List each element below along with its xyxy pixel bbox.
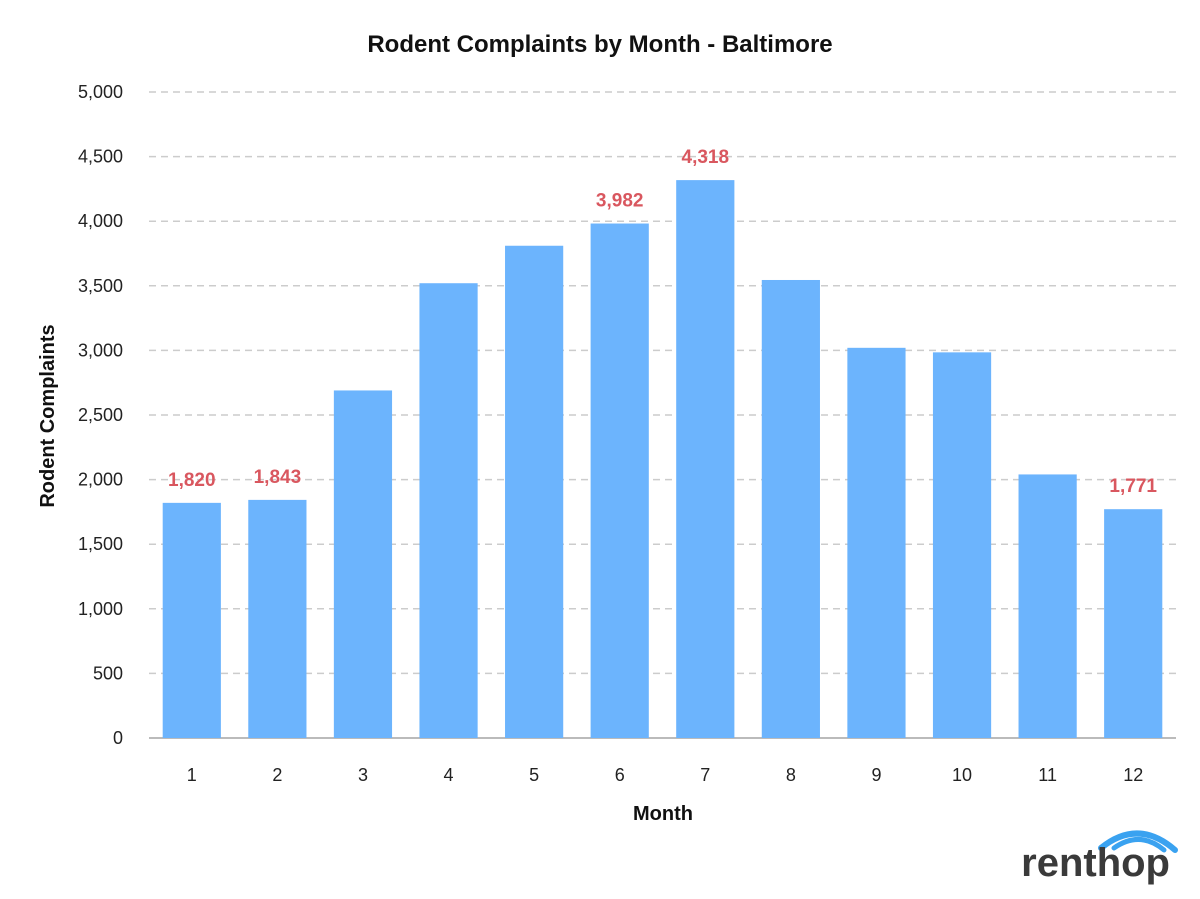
- y-tick-label: 4,000: [78, 211, 123, 231]
- y-tick-label: 500: [93, 663, 123, 683]
- logo-text: renthop: [1021, 841, 1170, 885]
- y-tick-label: 2,500: [78, 405, 123, 425]
- y-axis-ticks: 0 500 1,000 1,500 2,000 2,500 3,000 3,500 4,000 4…: [78, 82, 123, 748]
- logo-arc-inner: [1111, 837, 1167, 853]
- bar-month-7: [676, 180, 735, 739]
- y-tick-label: 2,000: [78, 470, 123, 490]
- bar-month-4: [419, 283, 478, 738]
- y-tick-label: 0: [113, 728, 123, 748]
- data-label-month-1: 1,820: [168, 470, 216, 491]
- data-label-month-12: 1,771: [1109, 476, 1157, 497]
- bar-month-3: [333, 390, 393, 738]
- bar-month-5: [505, 245, 564, 739]
- bars: [162, 180, 1163, 739]
- bar-month-1: [162, 502, 221, 738]
- y-tick-label: 1,000: [78, 599, 123, 619]
- y-tick-label: 3,000: [78, 340, 123, 360]
- data-labels: 1,820 1,843 3,982 4,318 1,771: [168, 147, 1157, 497]
- bar-month-12: [1104, 509, 1163, 738]
- data-label-month-2: 1,843: [254, 467, 302, 488]
- y-tick-label: 1,500: [78, 534, 123, 554]
- x-tick-label: 2: [272, 765, 282, 785]
- x-tick-label: 7: [700, 765, 710, 785]
- y-tick-label: 4,500: [78, 147, 123, 167]
- data-label-month-7: 4,318: [682, 147, 730, 168]
- bar-month-2: [248, 499, 307, 738]
- data-label-month-6: 3,982: [596, 191, 644, 212]
- x-axis-ticks: 1 2 3 4 5 6 7 8 9 10 11 12: [187, 765, 1143, 785]
- gridlines: [149, 91, 1176, 739]
- x-tick-label: 4: [444, 765, 454, 785]
- chart-title: Rodent Complaints by Month - Baltimore: [367, 31, 832, 58]
- x-tick-label: 8: [786, 765, 796, 785]
- x-tick-label: 10: [952, 765, 972, 785]
- bar-month-9: [847, 347, 906, 738]
- x-tick-label: 12: [1123, 765, 1143, 785]
- bar-month-11: [1018, 474, 1077, 738]
- x-tick-label: 3: [358, 765, 368, 785]
- x-tick-label: 5: [529, 765, 539, 785]
- x-tick-label: 1: [187, 765, 197, 785]
- y-axis-title: Rodent Complaints: [37, 324, 59, 507]
- bar-month-6: [590, 223, 649, 738]
- x-tick-label: 6: [615, 765, 625, 785]
- renthop-logo: renthop: [1021, 830, 1178, 885]
- bar-month-10: [932, 352, 992, 738]
- bar-month-8: [761, 279, 820, 738]
- x-tick-label: 9: [871, 765, 881, 785]
- logo-arc-outer: [1098, 830, 1178, 853]
- y-tick-label: 3,500: [78, 276, 123, 296]
- x-tick-label: 11: [1038, 765, 1057, 785]
- y-tick-label: 5,000: [78, 82, 123, 102]
- x-axis-title: Month: [633, 803, 693, 825]
